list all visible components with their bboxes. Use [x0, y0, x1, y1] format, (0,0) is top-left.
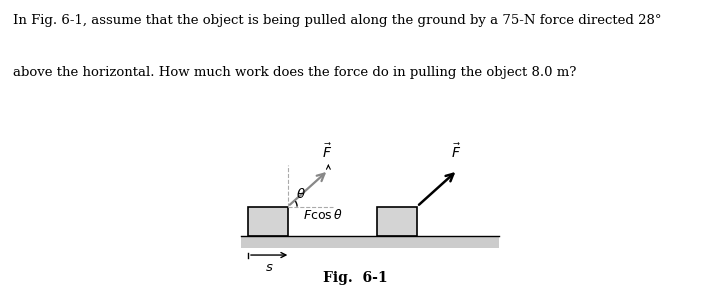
Text: $F\cos\theta$: $F\cos\theta$ — [303, 208, 342, 221]
Text: above the horizontal. How much work does the force do in pulling the object 8.0 : above the horizontal. How much work does… — [13, 66, 576, 79]
Text: $\vec{F}$: $\vec{F}$ — [451, 142, 461, 161]
Text: $\theta$: $\theta$ — [296, 187, 306, 201]
Bar — [248, 207, 288, 236]
Bar — [377, 207, 417, 236]
Text: $\vec{F}$: $\vec{F}$ — [321, 142, 332, 161]
Text: In Fig. 6-1, assume that the object is being pulled along the ground by a 75-N f: In Fig. 6-1, assume that the object is b… — [13, 14, 661, 27]
Text: $s$: $s$ — [264, 260, 274, 274]
Text: Fig.  6-1: Fig. 6-1 — [324, 271, 387, 285]
Bar — [240, 236, 499, 248]
